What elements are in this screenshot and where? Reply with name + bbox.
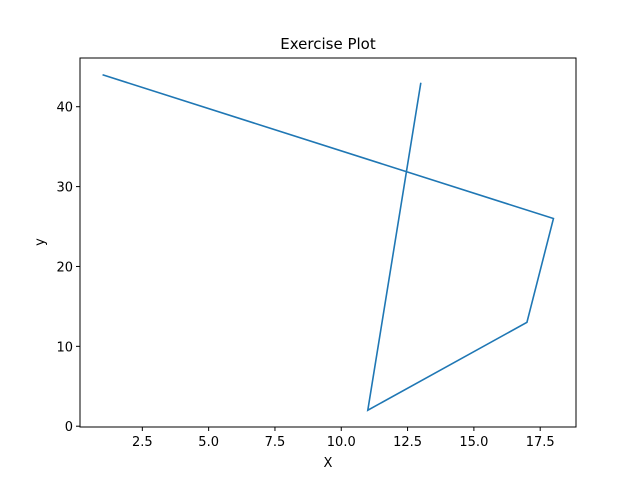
x-tick-label: 12.5 [393, 435, 422, 450]
y-tick-label: 20 [56, 260, 73, 275]
x-axis-title: X [324, 456, 333, 471]
series-line [102, 74, 555, 412]
x-tick-label: 10.0 [327, 435, 356, 450]
plot-area-frame [79, 57, 577, 428]
x-tick-label: 5.0 [198, 435, 219, 450]
y-tick-label: 10 [56, 340, 73, 355]
y-axis: 0 10 20 30 40 [56, 101, 80, 435]
x-tick-label: 2.5 [132, 435, 153, 450]
y-tick-label: 40 [56, 101, 73, 116]
chart-title: Exercise Plot [280, 35, 376, 53]
y-axis-title: y [33, 238, 48, 246]
x-tick-label: 17.5 [526, 435, 555, 450]
x-axis: 2.5 5.0 7.5 10.0 12.5 15.0 17.5 [132, 427, 555, 450]
x-tick-label: 7.5 [265, 435, 286, 450]
y-tick-label: 30 [56, 181, 73, 196]
series-layer [102, 74, 555, 412]
x-tick-label: 15.0 [459, 435, 488, 450]
y-tick-label: 0 [65, 420, 73, 435]
